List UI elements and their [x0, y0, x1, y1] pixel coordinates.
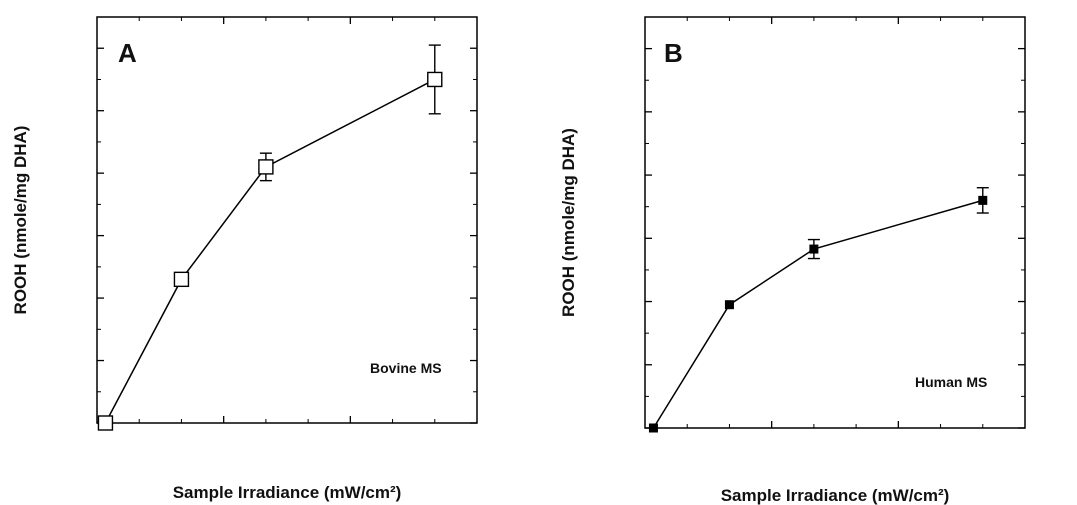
x-axis-title: Sample Irradiance (mW/cm²) [173, 483, 402, 502]
plot-frame [644, 16, 1026, 429]
series-line [104, 78, 436, 424]
data-point [173, 271, 190, 288]
panel-annotation: Bovine MS [370, 360, 442, 376]
data-point [427, 71, 443, 88]
panel-letter: B [664, 38, 683, 68]
panel-letter: A [118, 38, 137, 68]
data-point [97, 415, 114, 431]
data-point [809, 244, 819, 254]
panel-b: Sample Irradiance (mW/cm²) ROOH (nmole/mg… [559, 16, 1026, 505]
series-line [652, 199, 983, 429]
data-point [258, 159, 274, 175]
data-point [648, 423, 658, 433]
panel-annotation: Human MS [915, 374, 987, 390]
data-point [724, 300, 734, 310]
x-axis-title: Sample Irradiance (mW/cm²) [721, 486, 950, 505]
y-axis-title: ROOH (nmole/mg DHA) [559, 128, 578, 317]
plot-frame [96, 16, 478, 424]
data-point [978, 195, 988, 205]
panel-a: Sample Irradiance (mW/cm²) ROOH (nmole/mg… [11, 16, 478, 502]
y-axis-title: ROOH (nmole/mg DHA) [11, 126, 30, 315]
